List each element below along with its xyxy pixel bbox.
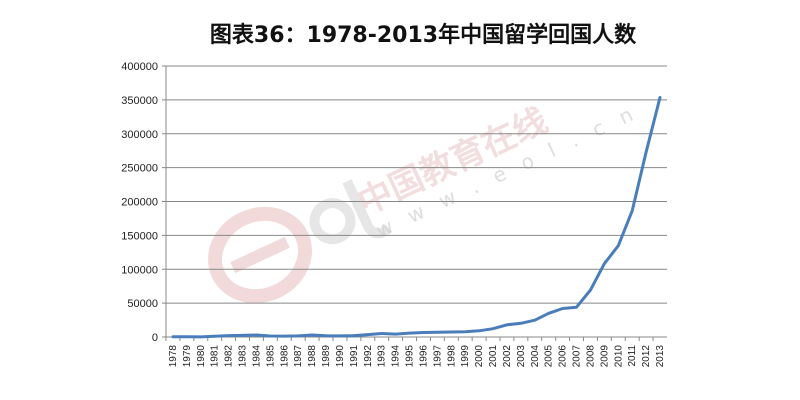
y-tick-label: 0 [152, 332, 158, 344]
data-point [283, 334, 286, 338]
x-tick-label: 2008 [585, 345, 596, 368]
data-point [199, 335, 202, 339]
y-tick-label: 250000 [121, 163, 158, 175]
data-point [603, 262, 606, 265]
data-point [352, 334, 356, 337]
chart-title: 图表36：1978-2013年中国留学回国人数 [210, 22, 637, 48]
y-tick-label: 300000 [121, 129, 158, 141]
x-tick-label: 1998 [446, 345, 457, 368]
x-tick-label: 1982 [224, 345, 235, 368]
data-point [255, 333, 258, 337]
data-point [547, 312, 550, 315]
y-tick-label: 400000 [121, 61, 158, 73]
data-point [297, 334, 300, 338]
series-line [171, 96, 662, 339]
x-tick-label: 1995 [405, 345, 416, 368]
data-point [589, 288, 592, 292]
x-tick-label: 1989 [321, 345, 332, 368]
x-tick-label: 2001 [488, 345, 499, 368]
data-point [394, 332, 397, 336]
x-tick-label: 2007 [572, 345, 583, 368]
x-tick-label: 2005 [544, 345, 555, 368]
data-point [505, 323, 509, 327]
x-tick-label: 2009 [599, 345, 610, 368]
data-point [338, 334, 342, 338]
x-tick-label: 2013 [655, 345, 666, 368]
x-tick-label: 1986 [279, 345, 290, 368]
x-tick-label: 2002 [502, 345, 513, 368]
y-tick-label: 150000 [121, 230, 158, 242]
x-tick-label: 1996 [418, 345, 429, 368]
data-point [491, 327, 495, 330]
x-tick-label: 1992 [363, 345, 374, 368]
data-point [408, 331, 411, 335]
data-point [241, 334, 244, 337]
data-point [561, 307, 564, 310]
data-point [575, 305, 578, 309]
y-tick-label: 200000 [121, 197, 158, 209]
x-tick-label: 2010 [613, 345, 624, 368]
series-layer [171, 96, 662, 339]
x-tick-label: 2006 [558, 345, 569, 368]
y-tick-label: 100000 [121, 264, 158, 276]
data-point [227, 334, 230, 337]
x-tick-label: 1984 [251, 345, 262, 368]
data-point [631, 209, 634, 213]
y-axis: 0 50000 100000 150000 200000 250000 300000 3500… [121, 61, 167, 344]
x-tick-label: 1983 [238, 345, 249, 368]
data-point [644, 150, 648, 154]
data-point [617, 244, 620, 247]
x-tick-label: 2011 [627, 345, 638, 367]
x-tick-label: 1993 [377, 345, 388, 368]
data-point [324, 334, 328, 338]
data-point [658, 96, 662, 99]
data-point [213, 335, 216, 338]
data-point [477, 329, 481, 333]
x-tick-label: 1987 [293, 345, 304, 368]
data-point [171, 335, 175, 339]
x-tick-label: 1980 [196, 345, 207, 368]
y-tick-label: 50000 [127, 298, 158, 310]
data-point [464, 330, 467, 333]
x-tick-label: 1991 [349, 345, 360, 368]
x-tick-label: 2012 [641, 345, 652, 368]
data-point [519, 322, 523, 325]
x-tick-label: 1999 [460, 345, 471, 368]
x-tick-label: 1978 [168, 345, 179, 368]
x-tick-label: 1981 [210, 345, 221, 368]
x-tick-label: 2003 [516, 345, 527, 368]
data-point [269, 334, 272, 338]
data-point [436, 330, 439, 334]
data-point [366, 333, 369, 336]
y-tick-label: 350000 [121, 95, 158, 107]
data-point [422, 331, 425, 334]
data-point [450, 330, 453, 334]
data-point [310, 333, 314, 337]
data-point [533, 319, 536, 322]
watermark: 中国教育在线 w w w . e o l . c n [208, 100, 642, 304]
x-tick-label: 2000 [474, 345, 485, 368]
x-tick-label: 1994 [391, 345, 402, 368]
x-tick-label: 1990 [335, 345, 346, 368]
x-tick-label: 2004 [530, 345, 541, 368]
x-tick-label: 1979 [182, 345, 193, 368]
x-tick-label: 1997 [432, 345, 443, 368]
x-tick-label: 1988 [307, 345, 318, 368]
data-point [380, 332, 383, 335]
x-tick-label: 1985 [265, 345, 276, 368]
x-axis: 1978 1979 1980 1981 1982 1983 1984 1985 1986 1987… [165, 336, 667, 368]
data-point [185, 335, 189, 339]
